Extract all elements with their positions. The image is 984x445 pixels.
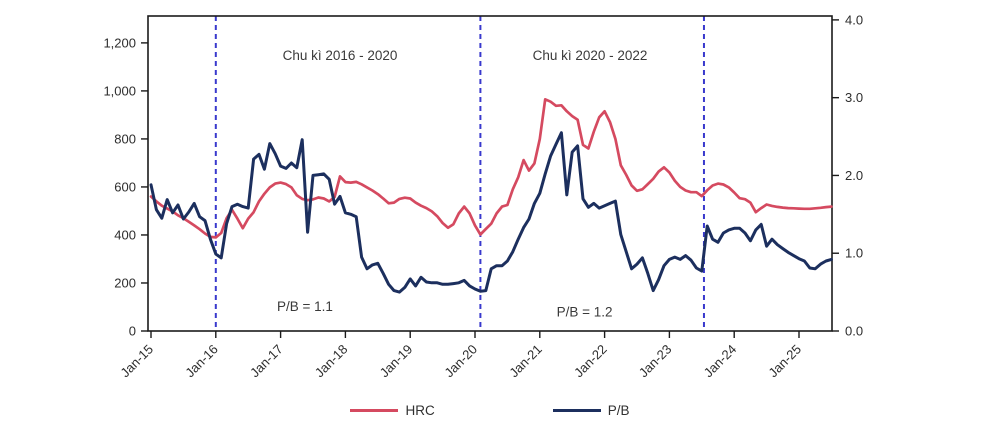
x-axis-label: Jan-16 <box>182 342 221 381</box>
hrc-line-swatch <box>350 409 399 412</box>
annotation-text-1: Chu kì 2016 - 2020 <box>283 48 398 63</box>
left-axis-label: 200 <box>114 275 136 290</box>
x-axis-label: Jan-15 <box>117 342 156 381</box>
left-axis-label: 0 <box>129 324 136 339</box>
right-axis-label: 1.0 <box>845 246 863 261</box>
plot-border <box>147 15 833 332</box>
left-axis-label: 800 <box>114 131 136 146</box>
right-axis-label: 4.0 <box>845 12 863 27</box>
annotation-text-2: Chu kì 2020 - 2022 <box>533 48 648 63</box>
chart-legend: HRC P/B <box>148 403 832 418</box>
x-axis-label: Jan-24 <box>701 342 740 381</box>
x-axis-label: Jan-19 <box>377 342 416 381</box>
left-axis-label: 1,000 <box>103 83 136 98</box>
legend-label-pb: P/B <box>607 403 630 418</box>
right-axis-label: 2.0 <box>845 168 863 183</box>
right-axis-label: 0.0 <box>845 324 863 339</box>
x-axis-label: Jan-20 <box>441 342 480 381</box>
x-axis-label: Jan-23 <box>636 342 675 381</box>
x-axis-label: Jan-25 <box>765 342 804 381</box>
series-line-pb <box>149 131 833 294</box>
left-axis-label: 600 <box>114 179 136 194</box>
x-axis-label: Jan-21 <box>506 342 545 381</box>
legend-label-hrc: HRC <box>405 403 435 418</box>
series-line-hrc <box>149 97 833 239</box>
annotation-text-4: P/B = 1.2 <box>557 304 613 319</box>
pb-line-swatch <box>552 409 601 412</box>
x-axis-label: Jan-18 <box>312 342 351 381</box>
legend-item-hrc: HRC <box>350 403 435 418</box>
x-axis-label: Jan-17 <box>247 342 286 381</box>
legend-item-pb: P/B <box>552 403 630 418</box>
left-axis-label: 400 <box>114 227 136 242</box>
annotation-text-3: P/B = 1.1 <box>277 299 333 314</box>
x-axis-label: Jan-22 <box>571 342 610 381</box>
left-axis-label: 1,200 <box>103 35 136 50</box>
right-axis-label: 3.0 <box>845 90 863 105</box>
